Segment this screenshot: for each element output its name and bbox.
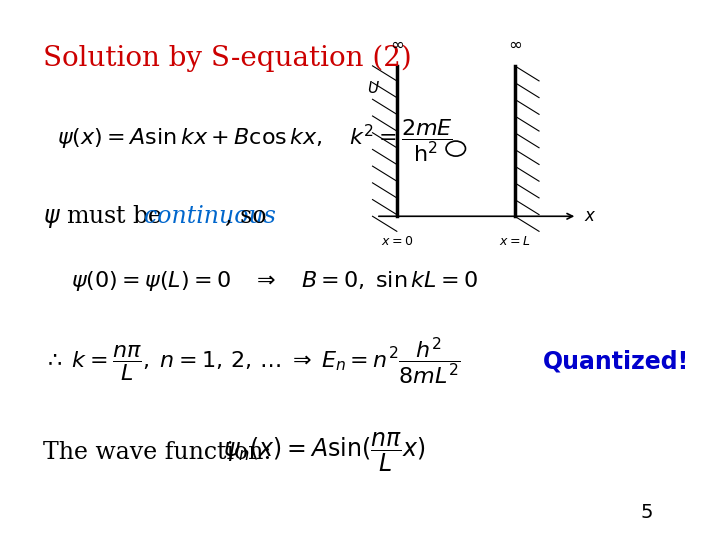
Text: $\infty$: $\infty$ — [508, 35, 522, 52]
Text: $\psi_n(x) = A\sin(\dfrac{n\pi}{L}x)$: $\psi_n(x) = A\sin(\dfrac{n\pi}{L}x)$ — [223, 431, 426, 474]
Text: The wave function:: The wave function: — [43, 441, 287, 464]
Text: $U$: $U$ — [366, 80, 379, 97]
Text: $x$: $x$ — [584, 207, 597, 225]
Text: $\therefore \; k = \dfrac{n\pi}{L}, \; n = 1,\, 2,\, \ldots \; \Rightarrow \; E_: $\therefore \; k = \dfrac{n\pi}{L}, \; n… — [43, 335, 461, 387]
Text: , so: , so — [225, 205, 267, 228]
Text: Quantized!: Quantized! — [542, 349, 689, 373]
Text: continuous: continuous — [143, 205, 276, 228]
Text: $\infty$: $\infty$ — [390, 35, 404, 52]
Text: Solution by S-equation (2): Solution by S-equation (2) — [43, 44, 412, 72]
Text: $\psi(x) = A\sin kx + B\cos kx, \quad k^2 = \dfrac{2mE}{\mathrm{h}^2}$: $\psi(x) = A\sin kx + B\cos kx, \quad k^… — [57, 118, 453, 164]
Text: $\psi(0) = \psi(L) = 0 \quad \Rightarrow \quad B = 0, \;\sin kL = 0$: $\psi(0) = \psi(L) = 0 \quad \Rightarrow… — [71, 269, 478, 293]
Text: 5: 5 — [641, 503, 654, 523]
Text: $\psi$ must be: $\psi$ must be — [43, 203, 164, 230]
Text: $x=0$: $x=0$ — [381, 235, 413, 248]
Text: $x=L$: $x=L$ — [499, 235, 531, 248]
